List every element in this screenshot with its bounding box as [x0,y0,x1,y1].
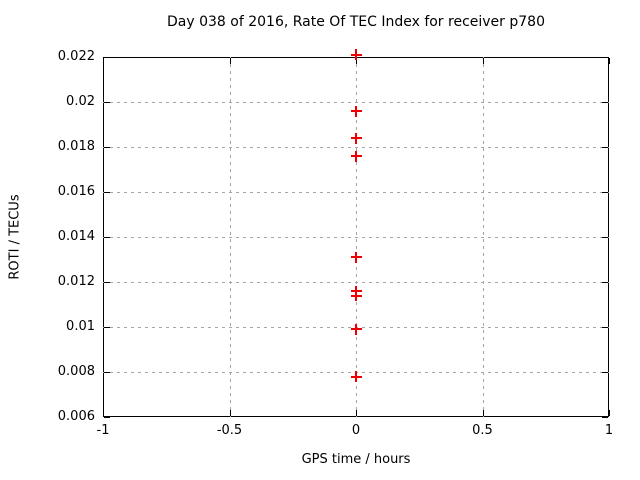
x-tick-label: 0.5 [472,423,493,438]
y-axis-tick-left [104,417,110,418]
y-axis-tick-left [104,57,110,58]
y-tick-label: 0.022 [57,49,95,64]
data-point-marker [350,105,362,117]
marker-vertical-bar [355,251,357,263]
y-axis-tick-left [104,282,110,283]
marker-vertical-bar [355,323,357,335]
y-axis-tick-left [104,327,110,328]
data-point-marker [350,150,362,162]
y-axis-tick-left [104,192,110,193]
y-axis-tick-left [104,372,110,373]
y-axis-tick-left [104,147,110,148]
data-point-marker [350,251,362,263]
y-axis-tick-right [602,102,608,103]
x-axis-tick-top [229,58,231,64]
x-axis-tick-top [356,58,357,64]
y-tick-label: 0.012 [57,274,95,289]
marker-vertical-bar [355,105,357,117]
y-axis-tick-right [602,57,608,58]
gridline-vertical [482,57,484,417]
data-point-marker [350,49,362,61]
x-axis-tick-bottom [482,410,484,416]
y-tick-label: 0.008 [57,364,95,379]
y-tick-label: 0.006 [57,409,95,424]
marker-vertical-bar [355,371,357,382]
x-axis-label: GPS time / hours [301,452,411,467]
x-axis-tick-bottom [356,410,357,416]
x-axis-tick-top [609,58,610,64]
y-axis-tick-right [602,417,608,418]
x-axis-tick-bottom [229,410,231,416]
chart-title: Day 038 of 2016, Rate Of TEC Index for r… [167,14,545,30]
marker-vertical-bar [355,49,357,61]
y-tick-label: 0.01 [66,319,95,334]
x-tick-label: -1 [96,423,110,438]
y-axis-tick-left [104,102,110,103]
x-tick-label: 0 [351,423,361,438]
y-axis-tick-right [602,327,608,328]
x-axis-tick-bottom [103,410,104,416]
marker-vertical-bar [355,132,357,144]
x-axis-tick-bottom [609,410,610,416]
y-axis-tick-right [602,282,608,283]
y-axis-tick-right [602,192,608,193]
y-axis-tick-right [602,237,608,238]
y-tick-label: 0.018 [57,139,95,154]
x-tick-label: -0.5 [216,423,243,438]
data-point-marker [350,323,362,335]
x-axis-tick-top [482,58,484,64]
gridline-vertical [229,57,231,417]
y-axis-tick-left [104,237,110,238]
y-tick-label: 0.016 [57,184,95,199]
data-point-marker [350,290,362,302]
data-point-marker [350,132,362,144]
y-axis-tick-right [602,147,608,148]
data-point-marker [350,371,362,383]
marker-vertical-bar [355,290,357,301]
x-tick-label: 1 [604,423,614,438]
marker-vertical-bar [355,150,357,162]
y-tick-label: 0.014 [57,229,95,244]
x-axis-tick-top [103,58,104,64]
y-axis-tick-right [602,372,608,373]
gridline-vertical [356,57,357,417]
y-tick-label: 0.02 [66,94,95,109]
